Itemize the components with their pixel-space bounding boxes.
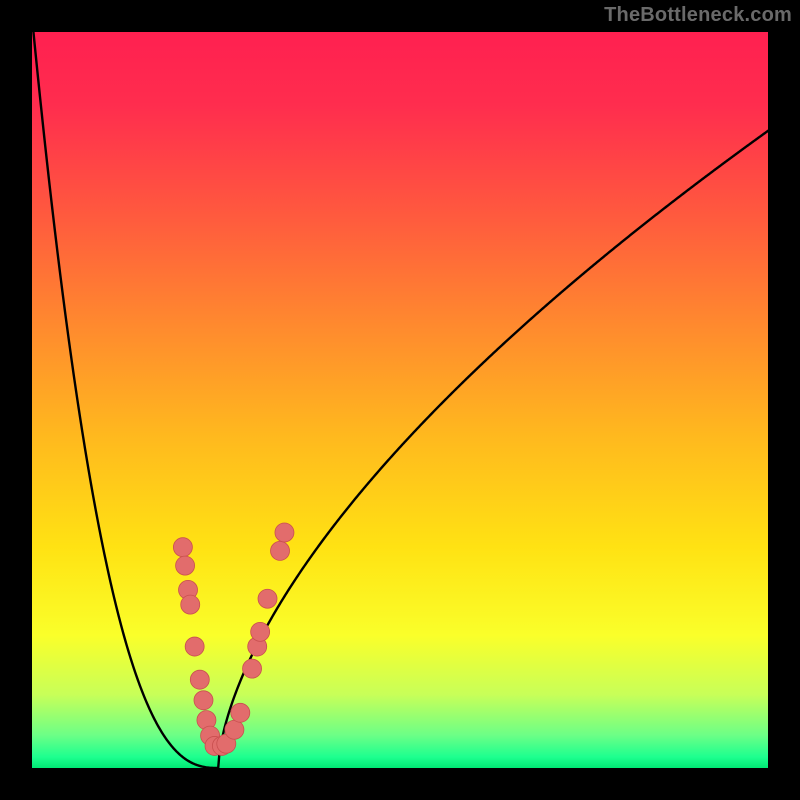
curve-marker (173, 538, 192, 557)
curve-marker (225, 720, 244, 739)
curve-marker (185, 637, 204, 656)
curve-marker (181, 595, 200, 614)
curve-marker (251, 622, 270, 641)
curve-marker (231, 703, 250, 722)
curve-marker (258, 589, 277, 608)
curve-marker (243, 659, 262, 678)
curve-marker (190, 670, 209, 689)
curve-marker (176, 556, 195, 575)
curve-marker (194, 691, 213, 710)
bottleneck-curve-chart (0, 0, 800, 800)
plot-background (32, 32, 768, 768)
curve-marker (275, 523, 294, 542)
curve-marker (271, 541, 290, 560)
chart-container: TheBottleneck.com (0, 0, 800, 800)
